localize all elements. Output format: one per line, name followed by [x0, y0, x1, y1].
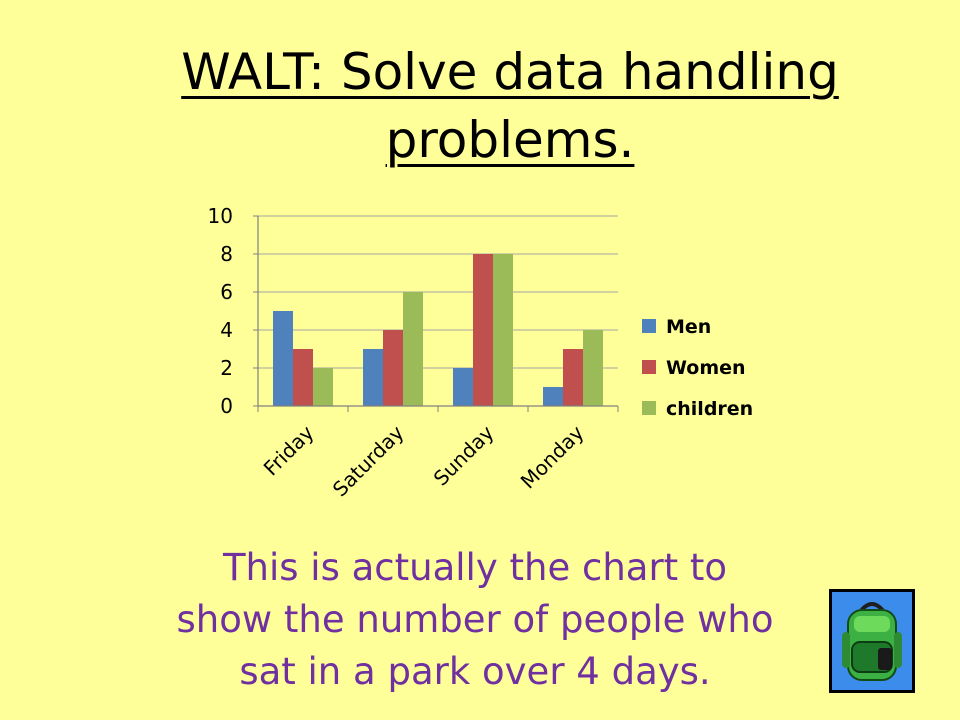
title-line-1: WALT: Solve data handling	[181, 43, 839, 101]
caption-line-2: show the number of people who	[176, 598, 774, 641]
bar-women-monday	[563, 349, 583, 406]
y-tick-label: 2	[220, 356, 233, 380]
y-tick-label: 6	[220, 280, 233, 304]
bar-children-sunday	[493, 254, 513, 406]
x-tick-label: Sunday	[429, 420, 499, 490]
y-tick-label: 0	[220, 394, 233, 418]
bar-men-sunday	[453, 368, 473, 406]
x-tick-label: Monday	[516, 420, 589, 493]
bar-children-friday	[313, 368, 333, 406]
y-tick-label: 4	[220, 318, 233, 342]
y-tick-label: 8	[220, 242, 233, 266]
chart-legend: Men Women children	[642, 316, 753, 420]
bar-chart: 0 2 4 6 8 10 Friday Saturday Sunday Monday Men Wo…	[208, 204, 754, 501]
backpack-icon	[829, 589, 915, 693]
bar-men-friday	[273, 311, 293, 406]
bar-women-friday	[293, 349, 313, 406]
caption-line-3: sat in a park over 4 days.	[239, 650, 711, 693]
chart-gridlines	[258, 215, 618, 369]
legend-swatch-children	[642, 401, 656, 415]
y-tick-labels: 0 2 4 6 8 10	[208, 204, 233, 418]
slide-title: WALT: Solve data handling problems.	[0, 38, 960, 174]
x-tick-labels: Friday Saturday Sunday Monday	[259, 420, 589, 501]
bar-women-saturday	[383, 330, 403, 406]
x-tick-label: Friday	[259, 420, 319, 480]
bar-children-saturday	[403, 292, 423, 406]
legend-label-men: Men	[666, 316, 711, 338]
x-tick-label: Saturday	[328, 420, 409, 501]
legend-label-women: Women	[666, 357, 746, 379]
chart-axes	[253, 215, 619, 412]
caption-line-1: This is actually the chart to	[222, 546, 728, 589]
slide-caption: This is actually the chart to show the n…	[110, 542, 840, 698]
title-line-2: problems.	[385, 111, 635, 169]
bar-men-monday	[543, 387, 563, 406]
y-tick-label: 10	[208, 204, 233, 228]
bar-women-sunday	[473, 254, 493, 406]
legend-swatch-women	[642, 360, 656, 374]
legend-label-children: children	[666, 398, 753, 420]
chart-bars	[273, 254, 603, 406]
bar-children-monday	[583, 330, 603, 406]
legend-swatch-men	[642, 319, 656, 333]
bar-men-saturday	[363, 349, 383, 406]
